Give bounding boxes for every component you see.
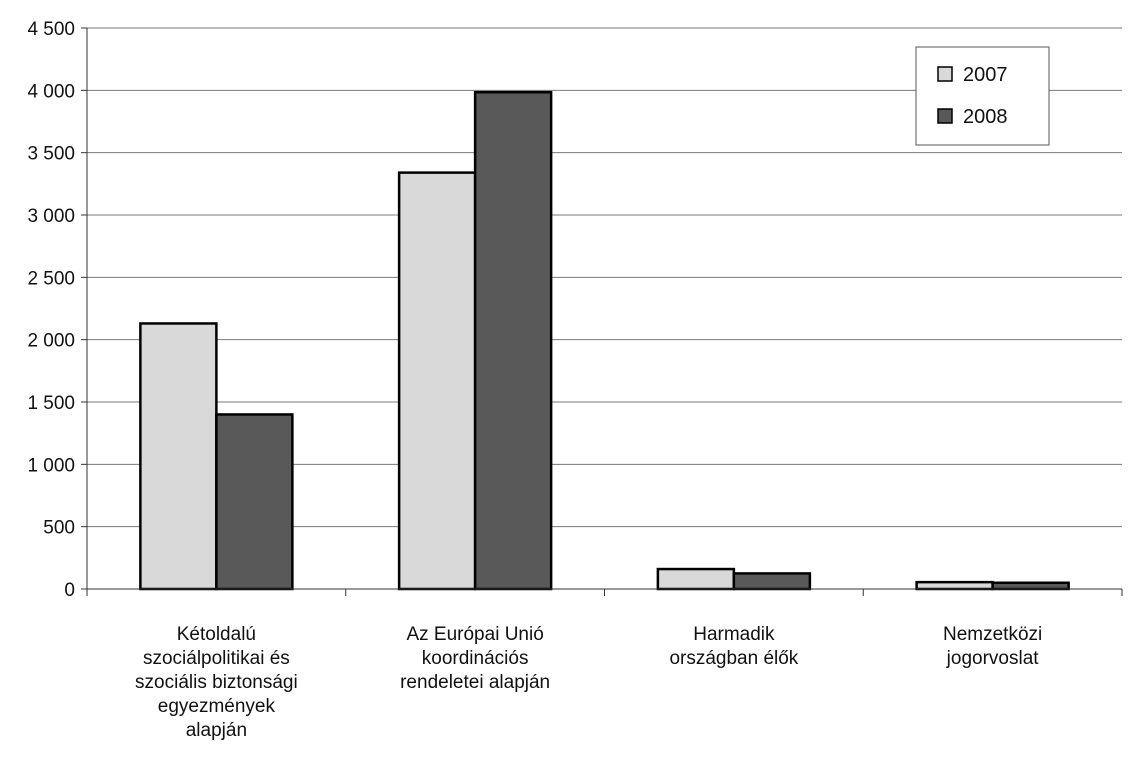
category-label: Harmadik országban élők bbox=[669, 624, 798, 669]
y-tick-label: 500 bbox=[43, 518, 75, 539]
category-label: Az Európai Unió koordinációs rendeletei al… bbox=[400, 624, 550, 693]
bar-2008-cat-1 bbox=[473, 90, 553, 591]
bar-2007-cat-0 bbox=[139, 322, 218, 591]
legend-swatch-2008 bbox=[937, 108, 953, 124]
y-tick-label: 4 500 bbox=[27, 19, 75, 40]
y-tick-label: 4 000 bbox=[27, 81, 75, 102]
bar-2007-cat-2 bbox=[656, 567, 736, 591]
y-tick-label: 0 bbox=[64, 580, 75, 601]
y-tick-label: 3 000 bbox=[27, 206, 75, 227]
legend-label-2007: 2007 bbox=[963, 64, 1008, 86]
category-label: Nemzetközi jogorvoslat bbox=[943, 624, 1042, 669]
bar-2007-cat-1 bbox=[397, 171, 477, 591]
bar-2008-cat-0 bbox=[215, 413, 294, 591]
category-label: Kétoldalú szociálpolitikai és szociális bi… bbox=[135, 624, 298, 741]
y-tick-label: 1 500 bbox=[27, 393, 75, 414]
y-tick-labels: 0 500 1 000 1 500 2 000 2 500 3 000 3 500 4 000 4… bbox=[27, 19, 75, 601]
legend-label-2008: 2008 bbox=[963, 106, 1008, 128]
legend-box bbox=[915, 46, 1050, 146]
y-tick-label: 1 000 bbox=[27, 455, 75, 476]
bar-2008-cat-2 bbox=[732, 572, 812, 591]
category-labels: Kétoldalú szociálpolitikai és szociális bi… bbox=[135, 624, 1042, 741]
bars bbox=[139, 90, 1070, 591]
legend: 2007 2008 bbox=[915, 46, 1050, 146]
axes bbox=[81, 27, 1123, 596]
bar-2008-cat-3 bbox=[991, 581, 1070, 591]
y-tick-label: 2 000 bbox=[27, 331, 75, 352]
y-tick-label: 2 500 bbox=[27, 268, 75, 289]
bar-2007-cat-3 bbox=[915, 580, 994, 591]
legend-swatch-2007 bbox=[937, 66, 953, 82]
y-tick-label: 3 500 bbox=[27, 144, 75, 165]
